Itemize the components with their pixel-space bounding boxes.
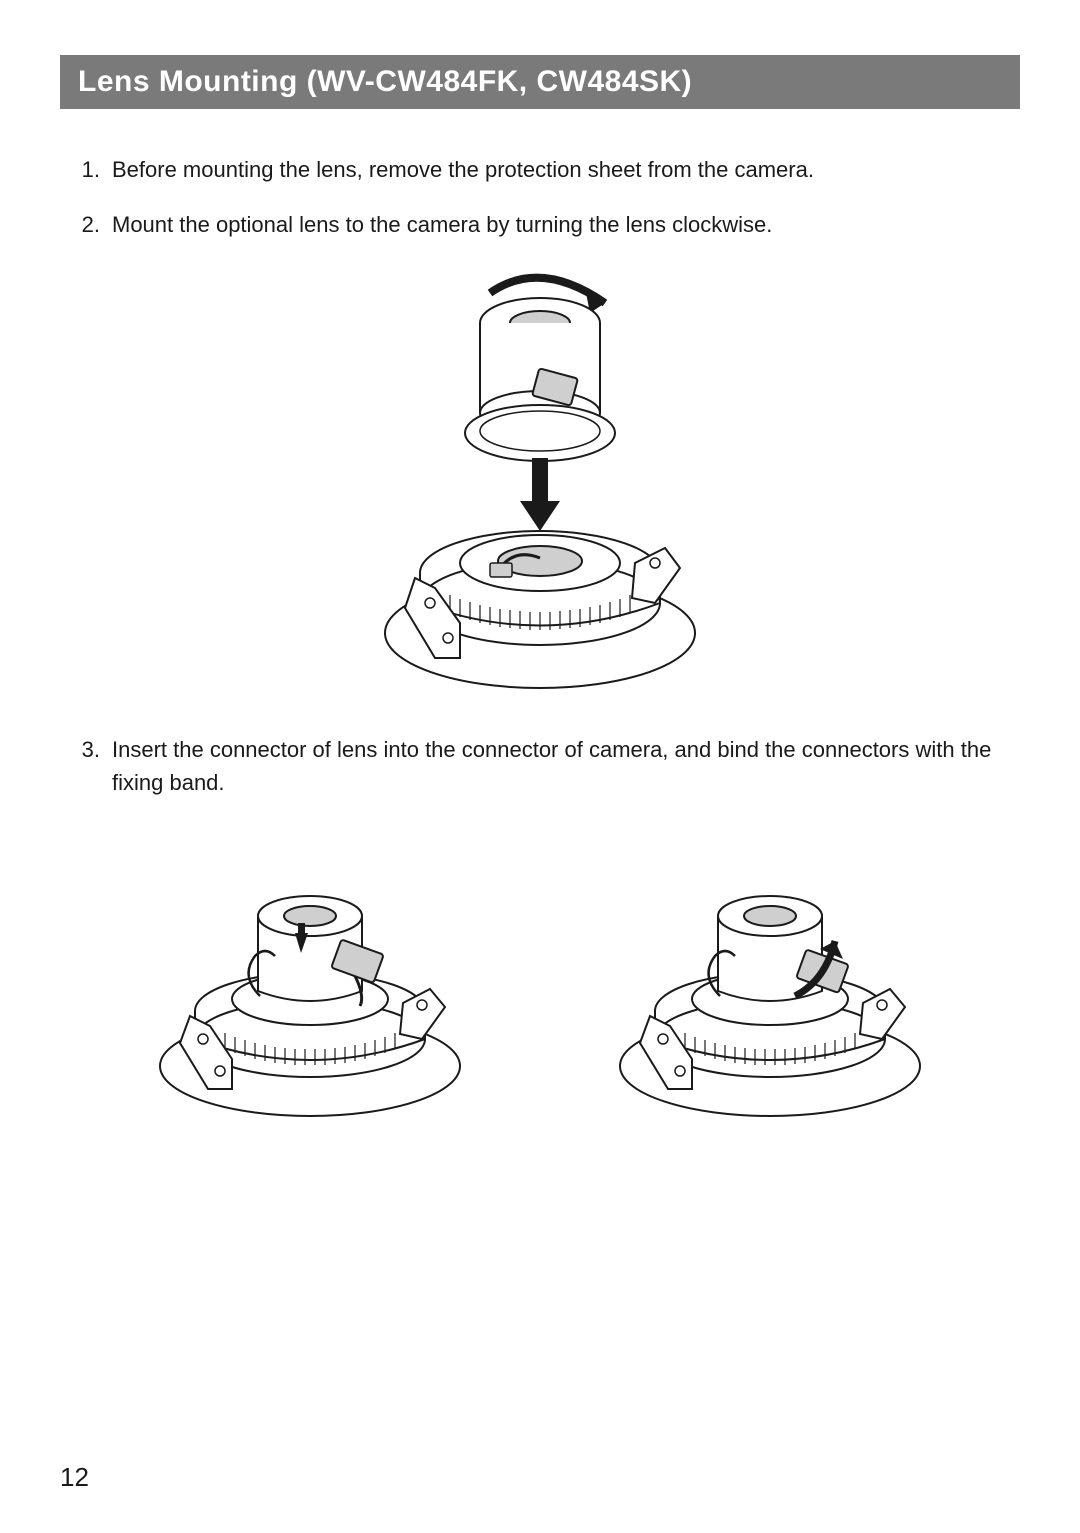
step-2-number: 2. [78,208,106,241]
content-area: 1. Before mounting the lens, remove the … [60,109,1020,1121]
lens-mounting-diagram-icon [360,263,720,693]
step-2-text: Mount the optional lens to the camera by… [106,208,1002,241]
figure-1-container [78,263,1002,693]
section-title: Lens Mounting (WV-CW484FK, CW484SK) [60,55,1020,109]
step-3-text: Insert the connector of lens into the co… [106,733,1002,799]
figure-row-2 [78,821,1002,1121]
step-3-number: 3. [78,733,106,799]
fixing-band-diagram-icon [600,821,940,1121]
step-1: 1. Before mounting the lens, remove the … [78,153,1002,186]
page-number: 12 [60,1462,89,1493]
step-1-text: Before mounting the lens, remove the pro… [106,153,1002,186]
step-3: 3. Insert the connector of lens into the… [78,733,1002,799]
step-1-number: 1. [78,153,106,186]
connector-insert-diagram-icon [140,821,480,1121]
step-2: 2. Mount the optional lens to the camera… [78,208,1002,241]
